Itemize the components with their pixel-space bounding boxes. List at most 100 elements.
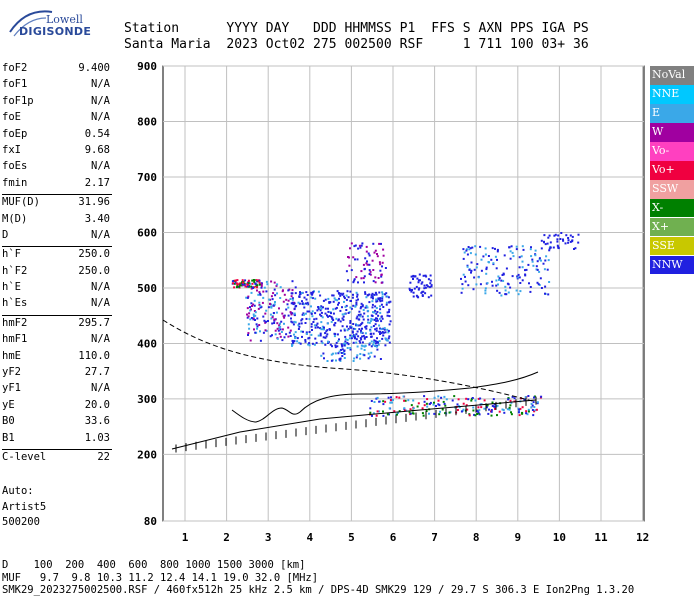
echo-point <box>360 302 363 305</box>
echo-point <box>460 277 462 280</box>
echo-point <box>571 235 574 238</box>
echo-point <box>357 298 359 301</box>
echo-point <box>271 334 273 337</box>
param-label: hmE <box>2 349 21 362</box>
echo-point <box>367 318 370 321</box>
echo-point <box>490 414 493 417</box>
echo-point <box>347 279 349 282</box>
echo-point <box>538 270 541 273</box>
param-row: B1 1.03 <box>2 432 112 448</box>
echo-point <box>252 287 255 289</box>
echo-point <box>276 337 279 340</box>
echo-point <box>349 334 352 337</box>
echo-point <box>244 285 247 288</box>
echo-point <box>344 342 347 345</box>
echo-point <box>320 321 323 324</box>
echo-point <box>464 275 466 278</box>
echo-point <box>324 336 327 339</box>
echo-point <box>355 338 358 341</box>
echo-point <box>530 246 532 249</box>
echo-point <box>548 234 551 237</box>
echo-point <box>293 314 296 317</box>
echo-point <box>285 308 288 311</box>
x-tick-label: 10 <box>553 531 566 544</box>
echo-point <box>378 317 381 320</box>
echo-point <box>371 300 374 303</box>
echo-point <box>337 303 339 306</box>
param-row: fxI 9.68 <box>2 144 112 160</box>
param-label: yE <box>2 398 15 411</box>
echo-point <box>264 312 267 315</box>
echo-point <box>305 317 308 320</box>
echo-point <box>501 408 504 411</box>
echo-point <box>310 325 313 328</box>
echo-point <box>368 343 371 346</box>
echo-point <box>375 293 378 296</box>
echo-point <box>556 244 559 247</box>
echo-point <box>352 293 354 296</box>
echo-point <box>276 283 279 286</box>
echo-point <box>420 282 423 285</box>
echo-point <box>332 308 335 311</box>
echo-point <box>379 300 382 303</box>
echo-point <box>335 359 337 362</box>
echo-point <box>346 347 349 349</box>
echo-point <box>247 323 250 326</box>
echo-point <box>386 413 389 416</box>
echo-point <box>258 283 261 286</box>
echo-point <box>549 246 552 249</box>
header-values: Santa Maria 2023 Oct02 275 002500 RSF 1 … <box>124 37 589 52</box>
x-tick-label: 4 <box>306 531 313 544</box>
echo-point <box>469 252 472 255</box>
echo-point <box>306 301 309 304</box>
echo-point <box>341 317 344 320</box>
echo-point <box>319 334 322 337</box>
echo-point <box>354 258 356 261</box>
echo-point <box>379 358 382 360</box>
scaled-parameters-panel: foF2 9.400 foF1 N/A foF1p N/A foE N/A foEp 0.54 fx… <box>2 62 112 467</box>
echo-point <box>474 399 477 402</box>
echo-point <box>357 313 360 316</box>
echo-point <box>358 318 361 321</box>
echo-point <box>245 296 248 299</box>
echo-point <box>505 293 508 296</box>
echo-point <box>342 352 345 354</box>
echo-point <box>271 322 274 325</box>
echo-point <box>373 318 376 321</box>
echo-point <box>365 327 368 330</box>
echo-point <box>384 337 387 340</box>
echo-point <box>283 314 286 317</box>
echo-point <box>360 329 362 332</box>
echo-point <box>457 398 460 401</box>
echo-point <box>281 290 284 293</box>
echo-point <box>301 313 304 316</box>
echo-point <box>256 286 258 289</box>
echo-point <box>341 344 343 347</box>
echo-point <box>505 267 508 270</box>
echo-point <box>349 306 352 309</box>
echo-point <box>518 408 521 411</box>
echo-point <box>247 315 250 318</box>
echo-point <box>343 297 346 300</box>
echo-point <box>361 327 363 330</box>
echo-point <box>508 246 511 249</box>
echo-point <box>263 319 266 322</box>
echo-point <box>341 348 344 351</box>
echo-point <box>364 306 367 309</box>
echo-point <box>250 317 253 319</box>
echo-point <box>567 237 570 239</box>
echo-point <box>351 330 354 333</box>
echo-point <box>366 263 369 266</box>
echo-point <box>421 412 424 415</box>
echo-point <box>362 309 365 311</box>
echo-point <box>351 331 354 334</box>
echo-point <box>320 354 323 357</box>
echo-point <box>249 282 252 285</box>
echo-point <box>388 301 391 304</box>
echo-point <box>254 319 256 321</box>
echo-point <box>308 342 311 345</box>
echo-point <box>428 286 431 289</box>
param-value: 22 <box>97 450 110 463</box>
echo-point <box>252 279 255 281</box>
echo-point <box>519 290 522 293</box>
